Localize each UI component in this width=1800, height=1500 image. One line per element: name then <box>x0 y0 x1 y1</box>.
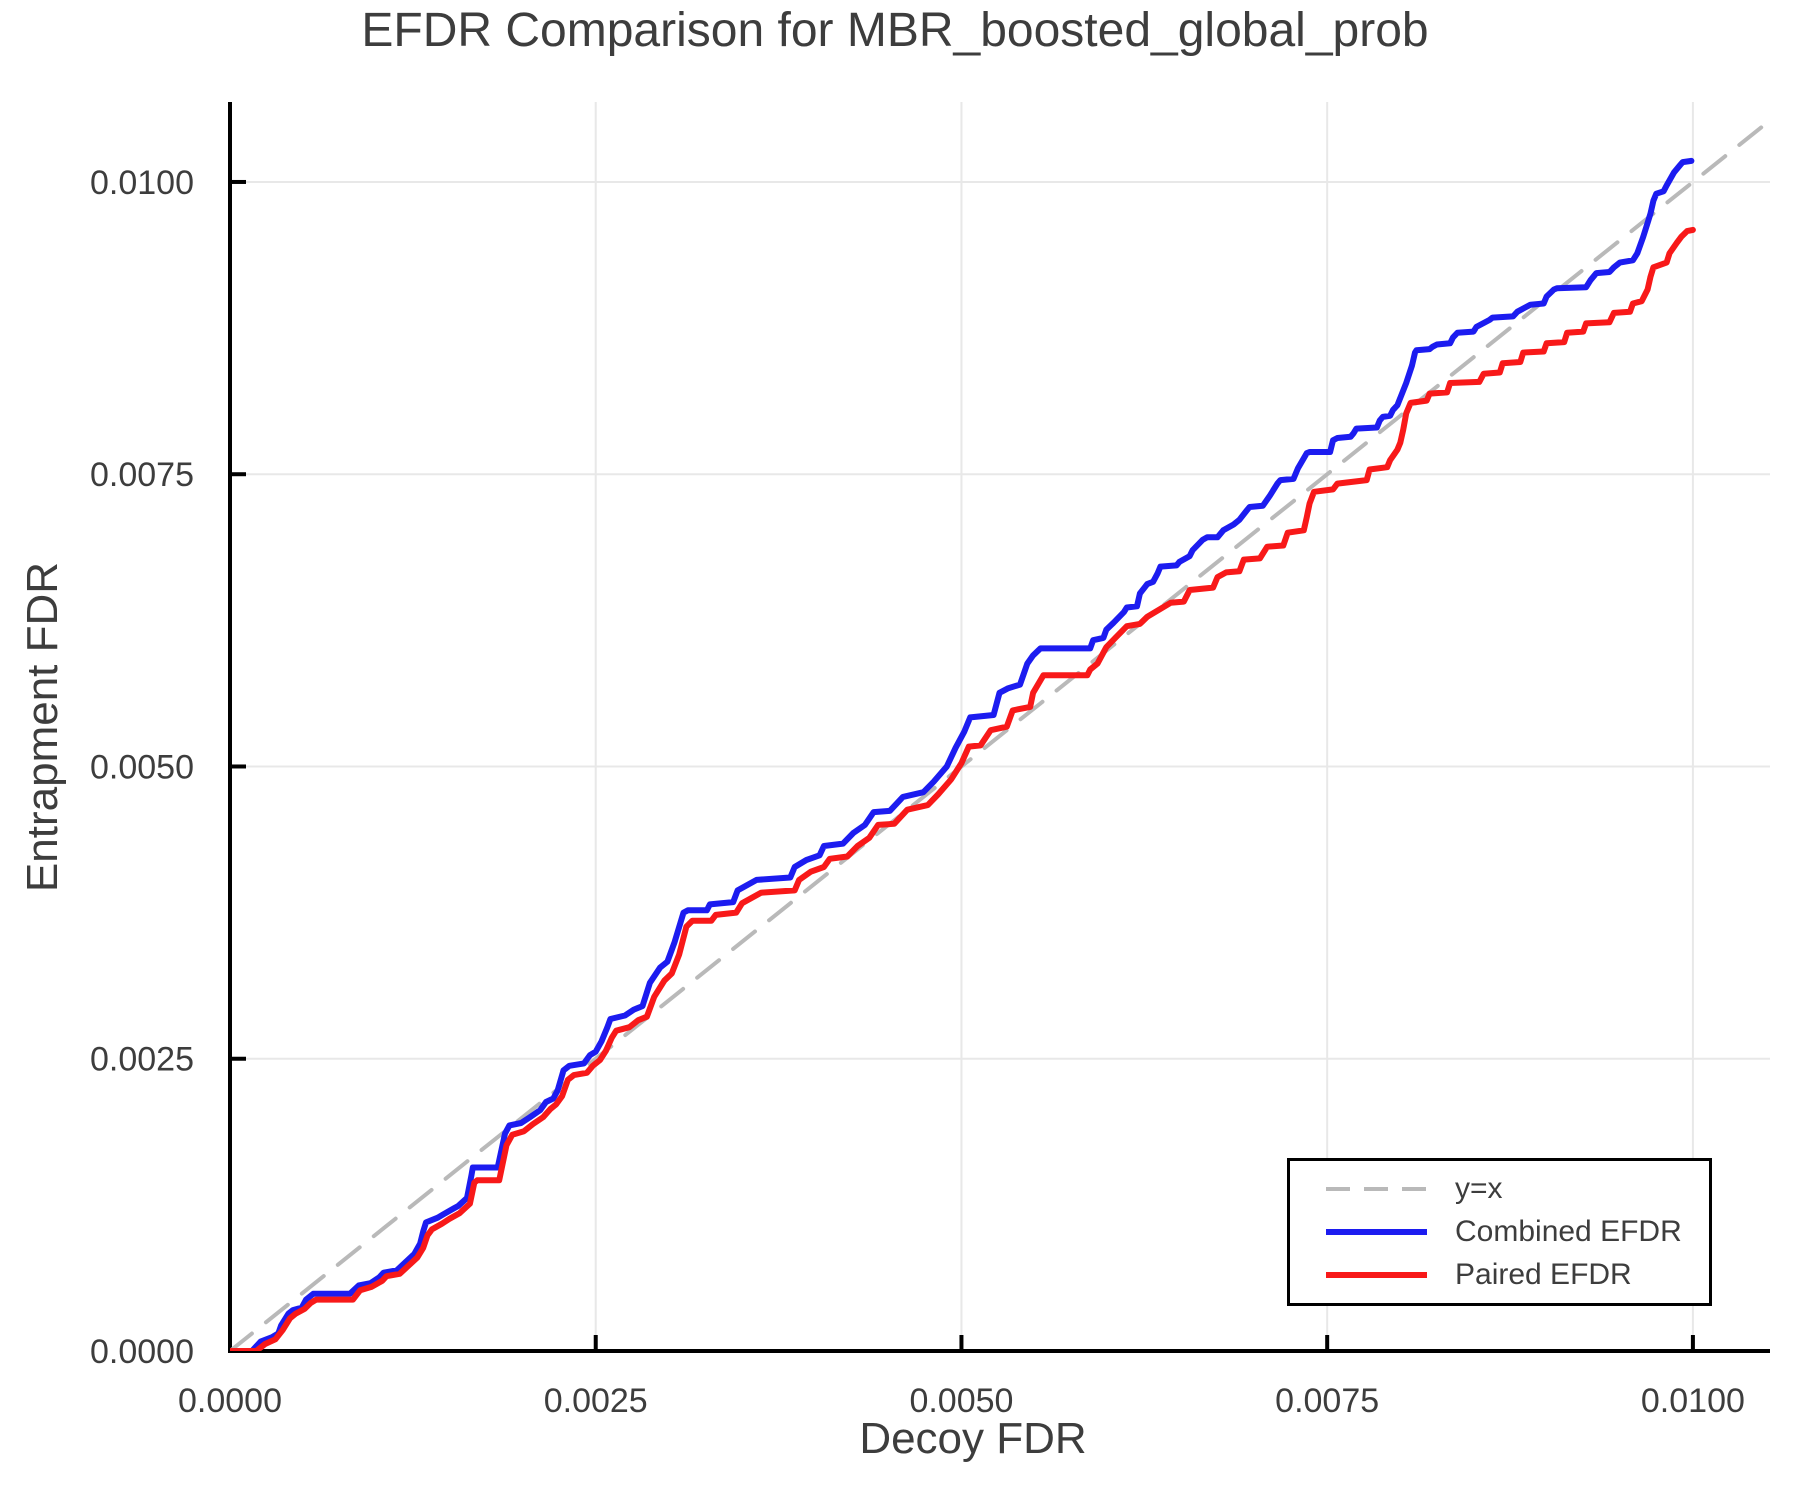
legend-label-combined: Combined EFDR <box>1455 1215 1682 1248</box>
series-group <box>230 119 1770 1351</box>
y-equals-x-line <box>230 119 1770 1351</box>
x-tick-label: 0.0075 <box>1275 1382 1379 1420</box>
legend-label-paired: Paired EFDR <box>1455 1258 1632 1291</box>
legend-entry-yx: y=x <box>1324 1174 1709 1204</box>
chart-title: EFDR Comparison for MBR_boosted_global_p… <box>361 4 1429 57</box>
combined-efdr-line <box>230 157 1695 1351</box>
x-tick-label: 0.0100 <box>1641 1382 1745 1420</box>
paired-efdr-line <box>230 226 1696 1351</box>
dashed-line-swatch <box>1326 1187 1427 1191</box>
legend-entry-paired: Paired EFDR <box>1324 1260 1709 1290</box>
y-tick-label: 0.0100 <box>90 164 194 202</box>
paired-line-swatch <box>1326 1272 1427 1278</box>
y-tick-label: 0.0050 <box>90 748 194 786</box>
legend-label-yx: y=x <box>1455 1172 1503 1205</box>
x-axis-label: Decoy FDR <box>859 1414 1087 1463</box>
legend: y=x Combined EFDR Paired EFDR <box>1287 1158 1712 1306</box>
x-tick-label: 0.0000 <box>178 1382 282 1420</box>
y-tick-label: 0.0000 <box>90 1333 194 1371</box>
x-tick-label: 0.0025 <box>544 1382 648 1420</box>
y-tick-label: 0.0075 <box>90 456 194 494</box>
x-tick-label: 0.0050 <box>909 1382 1013 1420</box>
y-tick-label: 0.0025 <box>90 1041 194 1079</box>
legend-entry-combined: Combined EFDR <box>1324 1217 1709 1247</box>
combined-line-swatch <box>1326 1229 1427 1235</box>
